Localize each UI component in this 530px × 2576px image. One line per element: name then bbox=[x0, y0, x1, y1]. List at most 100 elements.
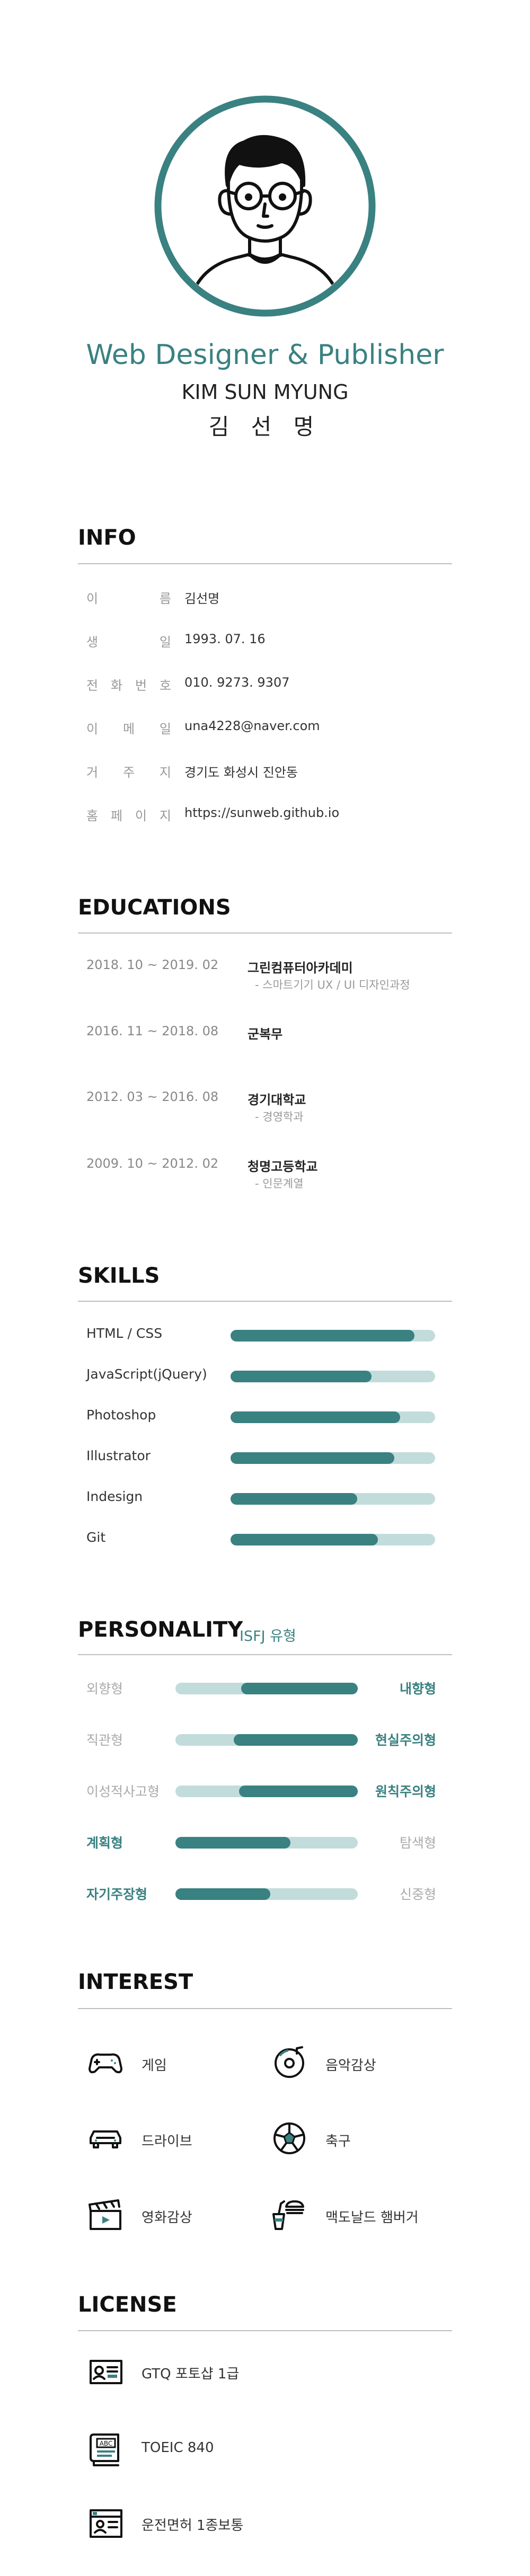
personality-bar-track bbox=[175, 1888, 358, 1900]
skill-bar-track bbox=[231, 1493, 435, 1505]
skill-bar-track bbox=[231, 1371, 435, 1382]
education-detail: - 스마트기기 UX / UI 디자인과정 bbox=[255, 979, 410, 991]
personality-bar-fill bbox=[239, 1786, 358, 1797]
skill-name: Photoshop bbox=[86, 1407, 156, 1423]
education-date: 2009. 10 ~ 2012. 02 bbox=[86, 1156, 219, 1171]
education-school: 경기대학교 bbox=[248, 1092, 306, 1107]
skill-name: Illustrator bbox=[86, 1448, 151, 1463]
car-icon bbox=[86, 2120, 125, 2157]
soccer-ball-icon bbox=[270, 2120, 308, 2157]
education-date: 2016. 11 ~ 2018. 08 bbox=[86, 1024, 219, 1038]
info-value[interactable]: una4228@naver.com bbox=[184, 718, 320, 733]
personality-right-label: 내향형 bbox=[399, 1681, 436, 1696]
license-label: GTQ 포토샵 1급 bbox=[142, 2366, 240, 2382]
certificate-card-icon bbox=[86, 2353, 125, 2391]
section-title-info: INFO bbox=[78, 526, 136, 550]
skill-name: JavaScript(jQuery) bbox=[86, 1366, 207, 1382]
personality-right-label: 현실주의형 bbox=[375, 1733, 436, 1748]
skill-name: HTML / CSS bbox=[86, 1326, 163, 1341]
avatar-illustration bbox=[154, 95, 376, 317]
section-divider bbox=[78, 932, 452, 934]
interest-label: 음악감상 bbox=[325, 2058, 376, 2074]
clapperboard-icon bbox=[86, 2196, 125, 2233]
personality-bar-track bbox=[175, 1837, 358, 1849]
education-school: 청명고등학교 bbox=[248, 1159, 318, 1174]
section-divider bbox=[78, 1654, 452, 1655]
license-label: TOEIC 840 bbox=[142, 2440, 214, 2456]
skill-bar-fill bbox=[231, 1493, 358, 1505]
section-title-license: LICENSE bbox=[78, 2293, 177, 2317]
skill-name: Indesign bbox=[86, 1489, 143, 1504]
personality-row: 직관형 현실주의형 bbox=[86, 1730, 436, 1748]
skill-bar-fill bbox=[231, 1452, 394, 1464]
section-title-skills: SKILLS bbox=[78, 1264, 160, 1288]
interest-label: 축구 bbox=[325, 2134, 351, 2149]
personality-row: 자기주장형 신중형 bbox=[86, 1884, 436, 1902]
license-label: 운전면허 1종보통 bbox=[142, 2518, 244, 2534]
personality-left-label: 자기주장형 bbox=[86, 1887, 148, 1902]
section-title-educations: EDUCATIONS bbox=[78, 895, 231, 920]
skill-bar-track bbox=[231, 1452, 435, 1464]
skill-bar-fill bbox=[231, 1330, 415, 1342]
info-value: 010. 9273. 9307 bbox=[184, 675, 290, 690]
personality-bar-fill bbox=[175, 1837, 290, 1849]
driver-license-icon bbox=[86, 2505, 125, 2542]
interest-label: 맥도날드 햄버거 bbox=[325, 2210, 419, 2226]
skill-row: Indesign bbox=[86, 1489, 436, 1507]
burger-drink-icon bbox=[270, 2196, 308, 2233]
interest-label: 영화감상 bbox=[142, 2210, 192, 2226]
skill-row: HTML / CSS bbox=[86, 1326, 436, 1344]
interest-label: 게임 bbox=[142, 2058, 167, 2074]
personality-left-label: 이성적사고형 bbox=[86, 1784, 160, 1799]
personality-type: ISFJ 유형 bbox=[240, 1628, 296, 1645]
skill-name: Git bbox=[86, 1530, 106, 1545]
personality-row: 외향형 내향형 bbox=[86, 1678, 436, 1696]
info-value[interactable]: https://sunweb.github.io bbox=[184, 805, 340, 820]
music-disc-icon bbox=[270, 2044, 308, 2081]
skill-bar-track bbox=[231, 1330, 435, 1342]
personality-row: 이성적사고형 원칙주의형 bbox=[86, 1781, 436, 1799]
personality-right-label: 신중형 bbox=[399, 1887, 436, 1902]
personality-right-label: 원칙주의형 bbox=[375, 1784, 436, 1799]
section-divider bbox=[78, 2008, 452, 2009]
svg-text:ABC: ABC bbox=[100, 2440, 113, 2447]
personality-bar-fill bbox=[175, 1888, 270, 1900]
gamepad-icon bbox=[86, 2044, 125, 2081]
personality-bar-track bbox=[175, 1683, 358, 1694]
education-detail: - 경영학과 bbox=[255, 1111, 304, 1123]
education-date: 2012. 03 ~ 2016. 08 bbox=[86, 1089, 219, 1104]
name-korean: 김 선 명 bbox=[208, 414, 322, 440]
education-school: 그린컴퓨터아카데미 bbox=[248, 961, 353, 975]
education-date: 2018. 10 ~ 2019. 02 bbox=[86, 957, 219, 972]
education-detail: - 인문계열 bbox=[255, 1177, 304, 1190]
info-value: 김선명 bbox=[184, 591, 220, 606]
skill-bar-fill bbox=[231, 1411, 401, 1423]
section-title-interest: INTEREST bbox=[78, 1970, 193, 1994]
section-divider bbox=[78, 1301, 452, 1302]
personality-right-label: 탐색형 bbox=[399, 1835, 436, 1851]
section-divider bbox=[78, 2330, 452, 2331]
section-divider bbox=[78, 563, 452, 564]
interest-label: 드라이브 bbox=[142, 2134, 192, 2149]
skill-row: Git bbox=[86, 1530, 436, 1548]
skill-row: Photoshop bbox=[86, 1407, 436, 1425]
name-english: KIM SUN MYUNG bbox=[181, 380, 349, 404]
education-school: 군복무 bbox=[248, 1027, 283, 1042]
personality-bar-track bbox=[175, 1734, 358, 1746]
info-value: 경기도 화성시 진안동 bbox=[184, 765, 298, 780]
skill-bar-fill bbox=[231, 1371, 372, 1382]
personality-row: 계획형 탐색형 bbox=[86, 1833, 436, 1851]
personality-bar-fill bbox=[234, 1734, 358, 1746]
personality-left-label: 외향형 bbox=[86, 1681, 123, 1696]
skill-bar-track bbox=[231, 1534, 435, 1545]
abc-book-icon: ABC bbox=[86, 2430, 125, 2467]
skill-row: JavaScript(jQuery) bbox=[86, 1366, 436, 1384]
job-title: Web Designer & Publisher bbox=[86, 339, 444, 371]
personality-left-label: 계획형 bbox=[86, 1835, 123, 1851]
